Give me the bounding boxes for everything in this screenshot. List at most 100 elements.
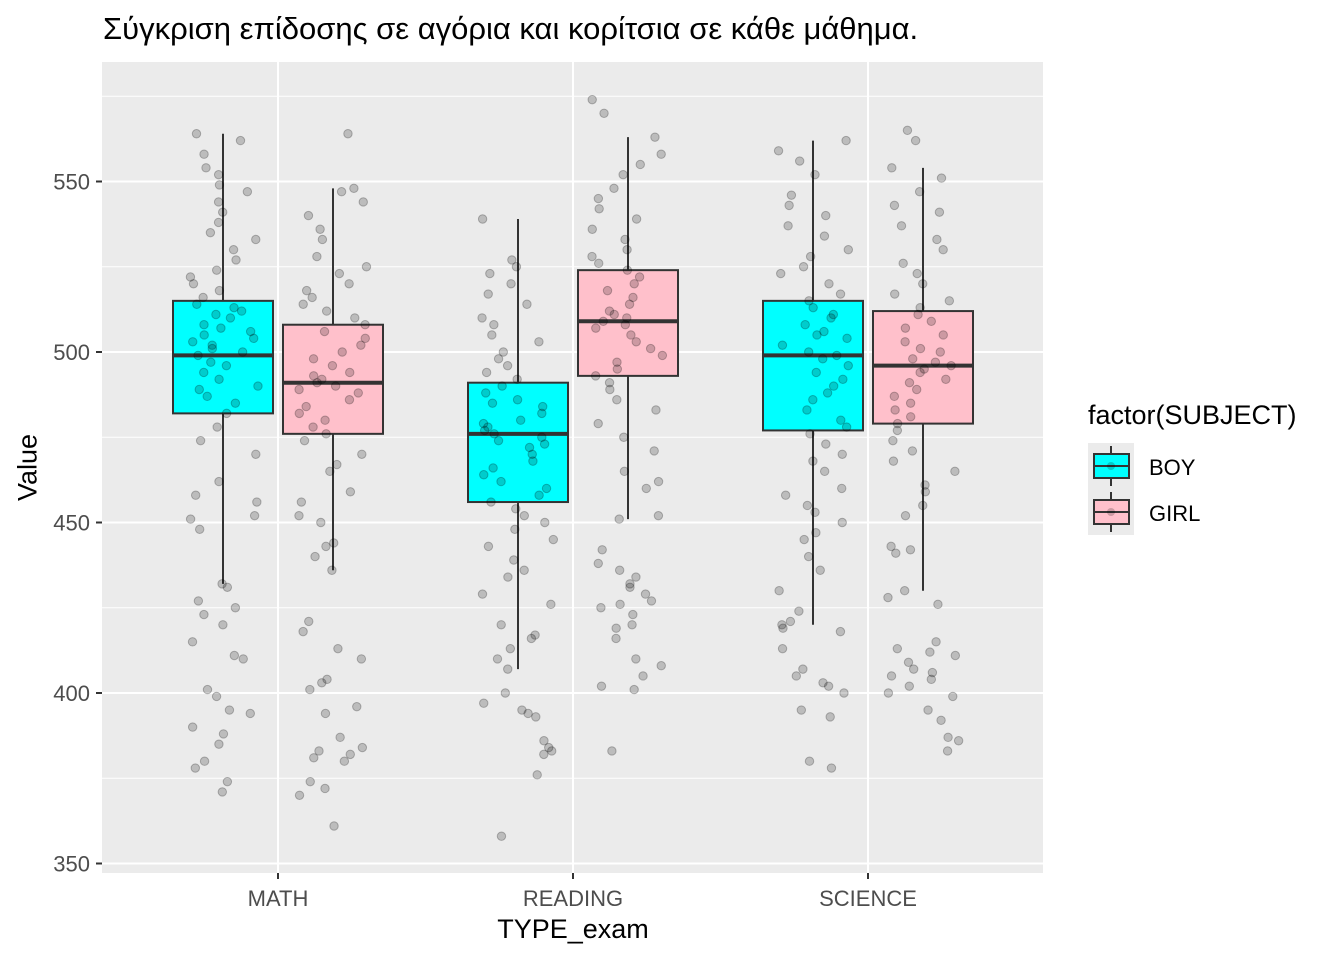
data-point-boy <box>199 756 210 766</box>
data-point-girl <box>330 381 341 391</box>
data-point-girl <box>651 405 661 415</box>
data-point-boy <box>229 302 239 313</box>
data-point-girl <box>303 210 314 221</box>
data-point-girl <box>935 347 945 357</box>
data-point-boy <box>503 572 513 582</box>
data-point-girl <box>900 337 910 347</box>
data-point-girl <box>594 258 604 269</box>
data-point-girl <box>919 364 929 374</box>
data-point-girl <box>332 459 342 470</box>
data-point-boy <box>819 231 830 241</box>
box-girl-math <box>282 323 384 435</box>
data-point-boy <box>242 187 253 197</box>
data-point-girl <box>923 705 933 715</box>
data-point-boy <box>821 439 831 449</box>
data-point-girl <box>890 405 900 415</box>
data-point-girl <box>656 149 666 159</box>
data-point-girl <box>908 664 919 674</box>
data-point-boy <box>794 606 804 616</box>
data-point-girl <box>920 487 931 497</box>
data-point-boy <box>524 442 535 453</box>
data-point-boy <box>826 763 837 773</box>
data-point-girl <box>609 309 619 320</box>
data-point-girl <box>352 701 362 712</box>
data-point-girl <box>320 708 331 719</box>
data-point-boy <box>251 234 261 245</box>
data-point-girl <box>321 306 332 316</box>
data-point-girl <box>942 746 953 756</box>
data-point-boy <box>811 528 821 538</box>
data-point-boy <box>523 708 533 719</box>
data-point-girl <box>319 326 330 337</box>
data-point-boy <box>214 739 224 749</box>
data-point-boy <box>791 671 801 681</box>
data-point-boy <box>842 333 852 344</box>
chart-title: Σύγκριση επίδοσης σε αγόρια και κορίτσια… <box>103 11 919 46</box>
data-point-boy <box>803 551 814 562</box>
data-point-boy <box>534 490 544 500</box>
data-point-girl <box>587 251 597 262</box>
data-point-boy <box>249 510 260 521</box>
data-point-boy <box>540 517 550 528</box>
data-point-boy <box>213 169 224 180</box>
data-point-girl <box>604 377 615 388</box>
data-point-girl <box>891 548 901 558</box>
data-point-girl <box>360 320 370 330</box>
data-point-boy <box>214 180 225 190</box>
data-point-girl <box>905 545 916 555</box>
data-point-girl <box>900 510 911 521</box>
data-point-girl <box>903 657 914 668</box>
data-point-girl <box>315 224 325 234</box>
data-point-boy <box>530 630 540 640</box>
data-point-boy <box>211 309 221 320</box>
data-point-girl <box>294 510 304 521</box>
data-point-boy <box>507 255 517 265</box>
data-point-girl <box>944 296 955 306</box>
data-point-girl <box>629 684 639 695</box>
data-point-girl <box>622 265 633 275</box>
data-point-girl <box>593 193 604 204</box>
data-point-boy <box>803 347 814 357</box>
data-point-girl <box>357 742 368 753</box>
data-point-boy <box>185 272 196 282</box>
data-point-girl <box>317 374 327 384</box>
data-point-boy <box>798 262 809 272</box>
x-tick-label-reading: READING <box>523 886 623 911</box>
data-point-boy <box>496 620 506 630</box>
data-point-girl <box>345 367 355 378</box>
data-point-girl <box>309 753 319 763</box>
data-point-girl <box>888 456 899 466</box>
data-point-boy <box>488 463 498 473</box>
data-point-boy <box>231 255 241 265</box>
data-point-girl <box>934 207 945 217</box>
data-point-boy <box>193 596 204 606</box>
data-point-girl <box>329 821 339 831</box>
data-point-girl <box>641 483 651 494</box>
data-point-boy <box>777 643 788 654</box>
data-point-boy <box>522 299 532 309</box>
data-point-boy <box>487 398 498 408</box>
data-point-girl <box>918 279 928 289</box>
data-point-boy <box>505 643 516 654</box>
data-point-girl <box>312 251 322 262</box>
data-point-girl <box>892 418 903 429</box>
data-point-boy <box>190 763 201 773</box>
data-point-girl <box>593 418 603 429</box>
data-point-boy <box>539 439 550 449</box>
data-point-boy <box>199 320 209 330</box>
data-point-girl <box>900 323 911 333</box>
data-point-boy <box>835 289 846 299</box>
data-point-girl <box>296 497 307 507</box>
data-point-boy <box>821 210 831 221</box>
data-point-boy <box>537 432 547 442</box>
data-point-boy <box>218 620 228 630</box>
data-point-girl <box>305 776 315 787</box>
data-point-girl <box>898 258 908 269</box>
data-point-boy <box>819 326 829 337</box>
data-point-boy <box>527 449 537 459</box>
data-point-boy <box>799 534 809 545</box>
data-point-girl <box>930 357 941 367</box>
legend-label-boy: BOY <box>1149 455 1196 480</box>
data-point-girl <box>918 500 928 511</box>
